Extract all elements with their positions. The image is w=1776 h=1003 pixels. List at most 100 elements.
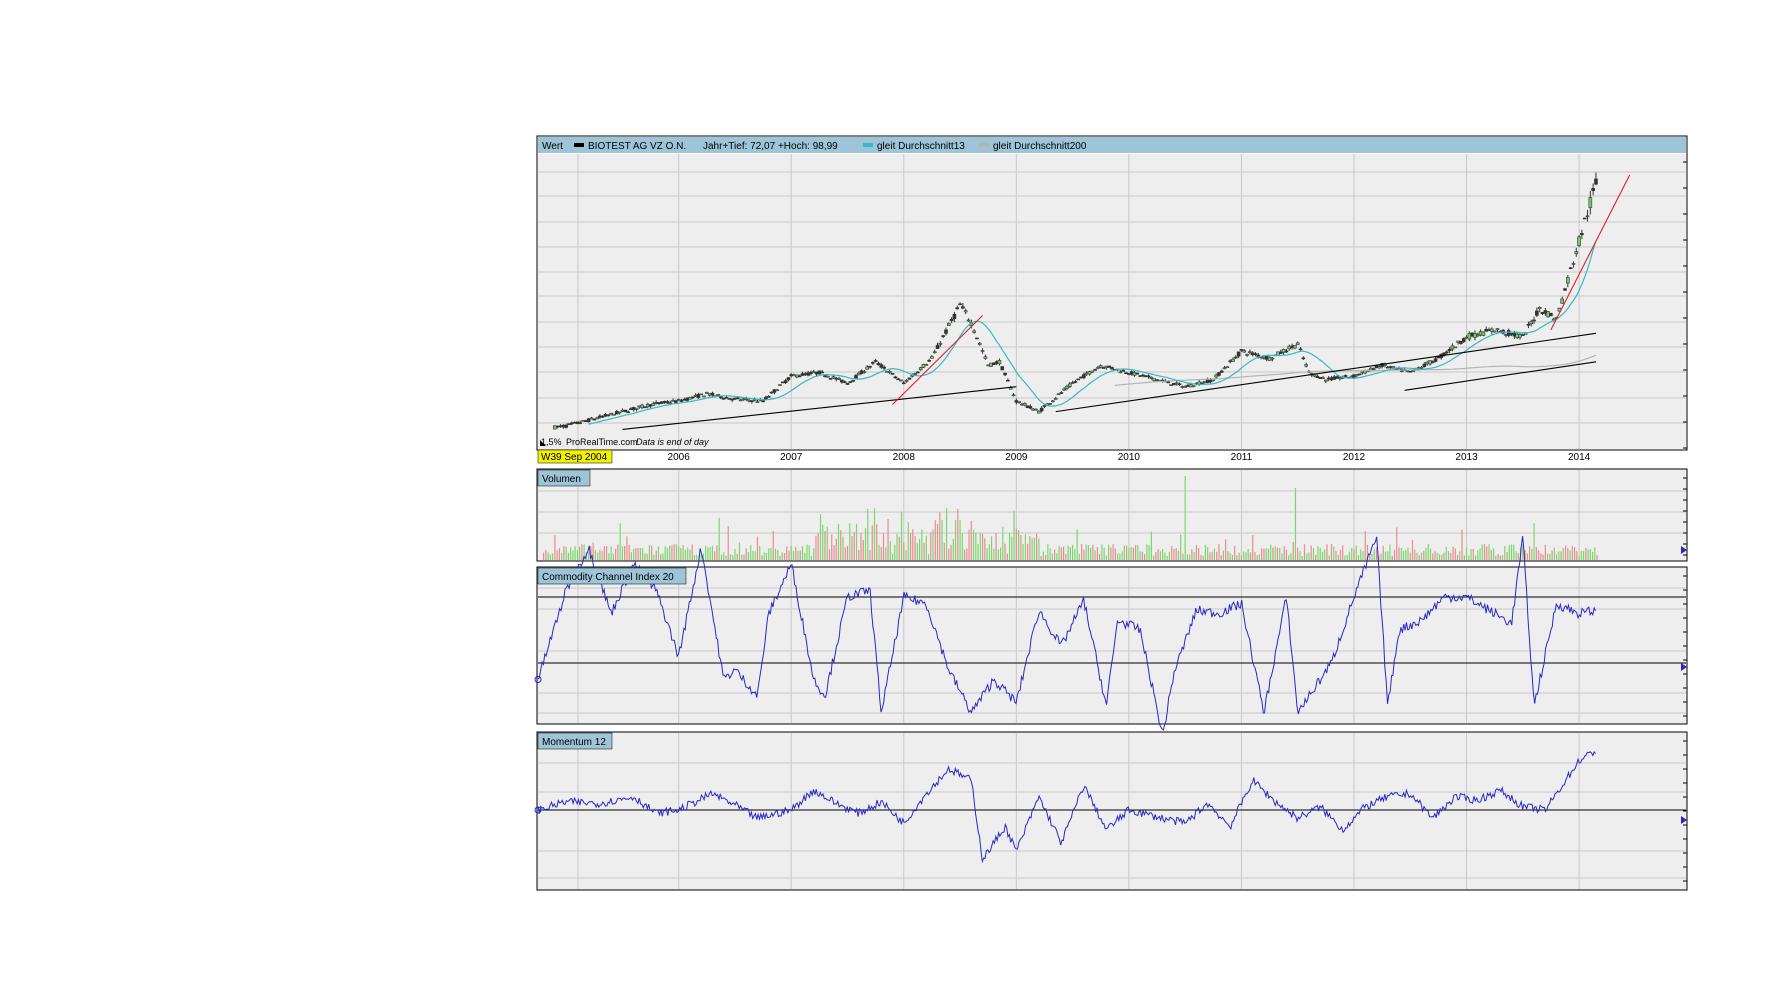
price-candle-body <box>1568 267 1573 270</box>
trend-line <box>1550 174 1631 331</box>
price-candle-body <box>755 401 760 403</box>
price-candle-body <box>966 319 971 322</box>
price-candle-body <box>1324 379 1328 382</box>
price-candle-body <box>775 389 779 392</box>
price-candle-body <box>918 367 923 371</box>
price-candle-body <box>1301 357 1306 360</box>
price-candle-body <box>899 379 903 382</box>
price-candle-body <box>820 371 824 374</box>
volume-bars <box>543 476 1598 560</box>
volume-panel-frame <box>536 468 1688 562</box>
price-candle-body <box>961 306 965 309</box>
price-candle-body <box>1082 374 1086 379</box>
volume-label: Volumen <box>542 474 581 485</box>
price-candle-body <box>1065 385 1069 389</box>
price-candle-body <box>1039 407 1044 412</box>
x-tick-label: 2011 <box>1231 452 1253 463</box>
price-candle-body <box>1391 366 1396 369</box>
price-candle-body <box>1580 233 1584 236</box>
price-candle-body <box>1422 363 1427 367</box>
trend-line <box>622 386 1017 430</box>
price-candle-body <box>1529 321 1534 325</box>
price-candle-body <box>1574 251 1579 255</box>
price-candle-body <box>719 396 723 399</box>
price-candle-body <box>1549 312 1553 317</box>
price-candle-body <box>1335 376 1339 379</box>
price-candle-body <box>882 366 886 369</box>
price-candle-body <box>1107 365 1111 368</box>
price-candle-body <box>679 400 684 402</box>
price-candle-body <box>1222 367 1227 370</box>
ma13-legend-label: gleit Durchschnitt13 <box>877 141 965 152</box>
price-candle-body <box>1293 345 1297 349</box>
price-candle-body <box>690 396 695 399</box>
x-tick-label: 2008 <box>893 452 916 463</box>
price-candle-body <box>1003 372 1007 376</box>
price-candle-body <box>1053 398 1058 400</box>
price-candle-body <box>1521 334 1525 336</box>
price-candle-body <box>766 396 771 398</box>
price-candle-body <box>932 351 937 354</box>
price-candle-body <box>921 364 926 368</box>
price-candle-body <box>1248 351 1252 354</box>
date-badge-label: W39 Sep 2004 <box>541 452 608 463</box>
price-candle-body <box>1146 375 1151 378</box>
trend-line <box>1404 361 1597 391</box>
watermark-prefix: 1,5% <box>541 437 562 447</box>
watermark-site: ProRealTime.com <box>566 437 638 447</box>
price-candle-body <box>600 415 605 418</box>
price-candle-body <box>1411 370 1415 373</box>
price-candle-body <box>856 372 861 376</box>
price-candle-body <box>592 418 597 421</box>
price-candle-body <box>696 394 701 398</box>
price-candle-body <box>1000 366 1005 371</box>
momentum-panel: Momentum 12 <box>534 731 1688 891</box>
price-candle-body <box>1121 370 1126 372</box>
price-candle-body <box>750 400 754 403</box>
price-candle-body <box>1191 385 1196 387</box>
price-candle-body <box>938 342 943 345</box>
price-candle-body <box>1490 328 1494 332</box>
price-candle-body <box>1214 374 1218 378</box>
trend-line <box>892 315 983 405</box>
price-candle-body <box>1585 215 1590 218</box>
price-candle-body <box>851 379 855 382</box>
price-candle-body <box>1481 331 1486 336</box>
price-candle-body <box>1461 338 1466 343</box>
price-candle-body <box>1177 383 1182 386</box>
volume-panel: Volumen <box>536 468 1688 562</box>
price-candle-body <box>1017 401 1021 403</box>
price-candle-body <box>1594 178 1598 185</box>
price-panel: Wert BIOTEST AG VZ O.N. Jahr+Tief: 72,07… <box>536 135 1688 451</box>
price-candle-body <box>1219 370 1224 373</box>
price-candle-body <box>699 393 703 396</box>
ma200-line <box>1114 354 1597 386</box>
cci-label-box <box>537 567 687 585</box>
price-candle-body <box>963 310 968 313</box>
price-candle-body <box>1343 375 1348 377</box>
cci-panel-frame <box>536 566 1688 725</box>
price-candle-body <box>1560 298 1564 304</box>
price-candle-body <box>797 375 802 378</box>
price-candle-body <box>949 318 954 322</box>
price-candle-body <box>738 399 743 402</box>
momentum-panel-frame <box>536 731 1688 891</box>
price-candle-body <box>1236 351 1241 357</box>
price-candle-body <box>916 371 920 374</box>
ma13-line <box>588 240 1597 425</box>
price-candle-body <box>1239 349 1244 351</box>
price-candle-body <box>586 418 591 423</box>
price-candle-body <box>944 329 948 334</box>
price-candle-body <box>1577 236 1581 246</box>
price-candle-body <box>778 384 782 386</box>
price-candle-body <box>710 392 715 396</box>
price-candle-body <box>826 376 830 378</box>
price-candle-body <box>1354 374 1359 377</box>
price-candle-body <box>1208 379 1213 383</box>
x-tick-label: 2009 <box>1005 452 1028 463</box>
price-plot-area <box>538 154 1686 449</box>
price-header-bar <box>538 137 1686 153</box>
price-candle-body <box>1006 379 1010 382</box>
price-candle-body <box>879 364 884 368</box>
price-candle-body <box>1537 307 1542 309</box>
